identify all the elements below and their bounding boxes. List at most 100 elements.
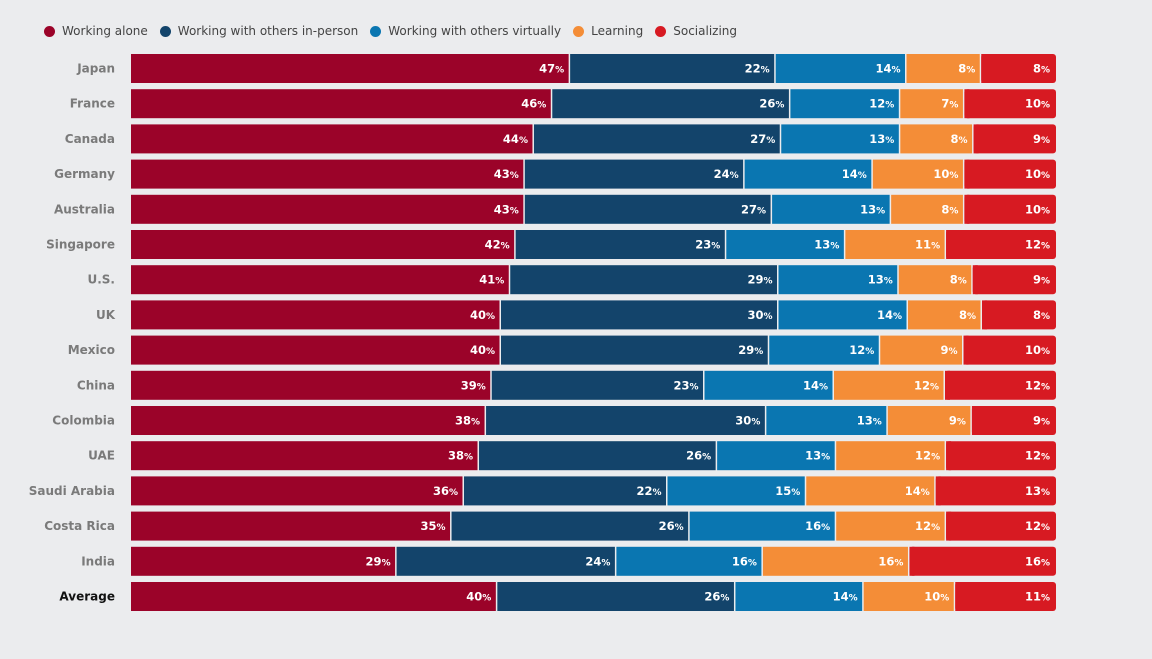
- bar-segment: [131, 265, 509, 295]
- bar-segment: [570, 54, 775, 83]
- bar-segment-edge: [909, 546, 915, 576]
- bar-segment: [486, 406, 765, 435]
- bar-segment: [900, 124, 973, 154]
- bar-segment-edge: [964, 89, 970, 119]
- bar-segment: [955, 582, 1056, 611]
- value-label: 14%: [803, 378, 828, 392]
- value-label: 23%: [673, 378, 698, 392]
- value-label: 40%: [466, 590, 491, 604]
- legend-item: Working with others virtually: [370, 24, 561, 38]
- category-label: Germany: [54, 167, 115, 181]
- bar-segment: [510, 265, 777, 295]
- legend-label: Working alone: [62, 24, 148, 38]
- value-label: 30%: [747, 308, 772, 322]
- bar-segment: [778, 265, 898, 295]
- bar-segment: [775, 54, 906, 83]
- value-label: 38%: [455, 414, 480, 428]
- bar-segment: [945, 370, 1056, 400]
- legend-item: Socializing: [655, 24, 737, 38]
- legend-item: Working with others in-person: [159, 24, 358, 38]
- bar-segment-edge: [946, 441, 952, 471]
- bar-segment: [772, 194, 890, 224]
- bar-segment: [735, 582, 863, 611]
- bar-segment: [479, 441, 716, 471]
- value-label: 10%: [1025, 167, 1050, 181]
- value-label: 26%: [704, 590, 729, 604]
- value-label: 10%: [1025, 343, 1050, 357]
- value-label: 11%: [915, 238, 940, 252]
- bar-segment: [946, 441, 1056, 471]
- value-label: 24%: [585, 554, 610, 568]
- value-label: 47%: [539, 62, 564, 76]
- category-label: Costa Rica: [44, 519, 115, 533]
- legend-marker-icon: [159, 25, 171, 37]
- value-label: 12%: [1025, 519, 1050, 533]
- value-label: 30%: [735, 414, 760, 428]
- bar-segment: [971, 406, 1056, 435]
- value-label: 29%: [366, 554, 391, 568]
- bar-segment: [616, 546, 762, 576]
- bar-segment: [464, 476, 666, 506]
- bar-segment: [964, 159, 1056, 189]
- value-label: 8%: [941, 202, 958, 216]
- bar-segment: [131, 300, 500, 330]
- value-label: 36%: [433, 484, 458, 498]
- value-label: 9%: [949, 414, 966, 428]
- bar-segment: [131, 124, 533, 154]
- bar-segment: [131, 582, 496, 611]
- bar-segment: [935, 476, 1056, 506]
- value-label: 13%: [869, 132, 894, 146]
- bar-segment: [131, 335, 500, 365]
- bar-segment-edge: [963, 335, 969, 365]
- bar-segment: [909, 546, 1056, 576]
- bar-segment: [762, 546, 908, 576]
- value-label: 8%: [951, 132, 968, 146]
- bar-segment: [790, 89, 899, 119]
- value-label: 16%: [1025, 554, 1050, 568]
- bar-segment: [501, 335, 768, 365]
- category-label: China: [77, 378, 115, 392]
- value-label: 13%: [814, 238, 839, 252]
- bar-segment: [963, 335, 1056, 365]
- category-label: Colombia: [52, 414, 115, 428]
- value-label: 11%: [1025, 590, 1050, 604]
- bar-segment-edge: [946, 511, 952, 541]
- value-label: 16%: [878, 554, 903, 568]
- bar-segment: [863, 582, 954, 611]
- value-label: 9%: [1033, 132, 1050, 146]
- value-label: 39%: [461, 378, 486, 392]
- category-label: UAE: [88, 449, 115, 463]
- bar-segment: [131, 230, 515, 259]
- bar-segment: [973, 124, 1056, 154]
- value-label: 7%: [941, 97, 958, 111]
- value-label: 43%: [494, 167, 519, 181]
- bar-segment-edge: [946, 230, 952, 259]
- category-label: Average: [59, 590, 115, 604]
- bar-segment: [131, 476, 463, 506]
- bar-segment: [900, 89, 963, 119]
- value-label: 16%: [805, 519, 830, 533]
- value-label: 26%: [759, 97, 784, 111]
- value-label: 9%: [940, 343, 957, 357]
- value-label: 8%: [958, 62, 975, 76]
- legend-item: Learning: [573, 24, 643, 38]
- value-label: 13%: [860, 202, 885, 216]
- value-label: 12%: [849, 343, 874, 357]
- bar-segment-edge: [972, 265, 978, 295]
- bar-segment: [131, 89, 551, 119]
- value-label: 14%: [875, 62, 900, 76]
- bar-segment: [906, 54, 980, 83]
- bar-segment: [946, 511, 1056, 541]
- value-label: 8%: [1033, 308, 1050, 322]
- value-label: 10%: [933, 167, 958, 181]
- legend-item: Working alone: [44, 24, 148, 38]
- bar-segment: [131, 441, 478, 471]
- bar-segment: [131, 406, 485, 435]
- value-label: 12%: [914, 378, 939, 392]
- category-label: France: [70, 97, 115, 111]
- value-label: 14%: [833, 590, 858, 604]
- bar-segment: [898, 265, 972, 295]
- bar-segment: [908, 300, 981, 330]
- value-label: 29%: [738, 343, 763, 357]
- bar-segment: [778, 300, 907, 330]
